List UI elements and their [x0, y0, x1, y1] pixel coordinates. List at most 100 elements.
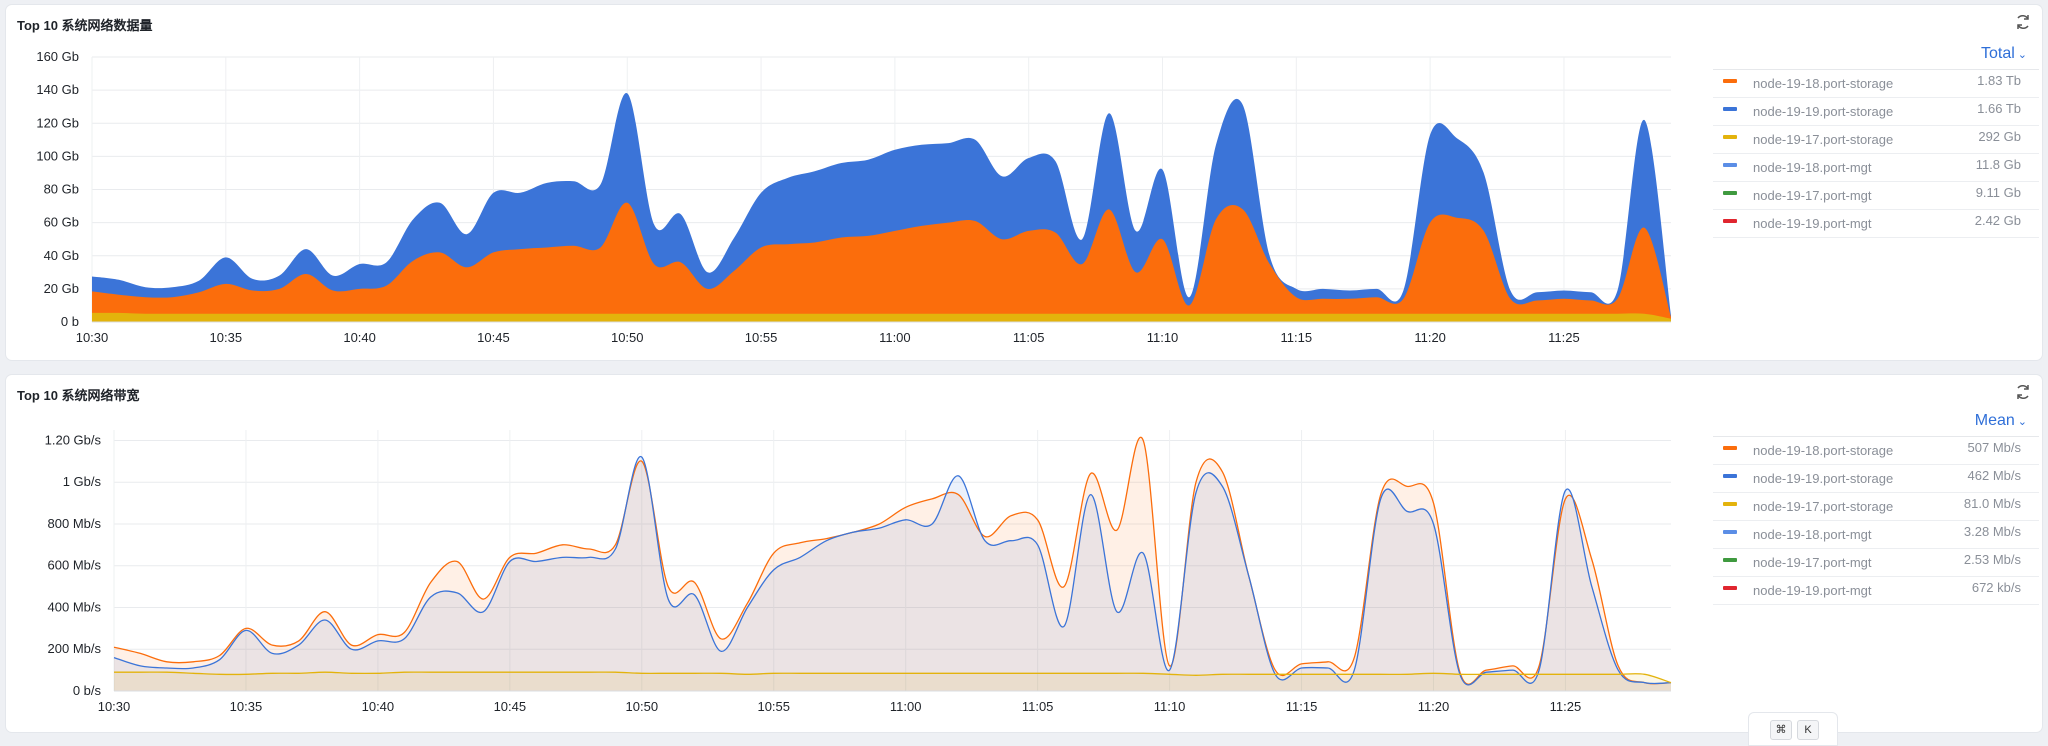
x-tick-label: 10:50 — [611, 330, 644, 345]
legend-series-name: node-19-18.port-mgt — [1753, 160, 1872, 175]
legend-item[interactable]: node-19-17.port-mgt 2.53 Mb/s — [1713, 549, 2039, 577]
y-tick-label: 800 Mb/s — [48, 516, 102, 531]
y-tick-label: 120 Gb — [36, 115, 79, 130]
legend-series-name: node-19-17.port-mgt — [1753, 555, 1872, 570]
area-series — [114, 672, 1671, 691]
legend-series-name: node-19-17.port-storage — [1753, 499, 1894, 514]
legend-aggregation-select[interactable]: Mean ⌄ — [1974, 412, 2027, 429]
command-palette-hint[interactable]: ⌘ K — [1748, 712, 1838, 746]
line-series — [114, 671, 1672, 684]
legend-swatch — [1723, 219, 1737, 223]
x-tick-label: 11:25 — [1550, 699, 1582, 714]
area-series — [114, 456, 1671, 691]
x-tick-label: 10:30 — [76, 330, 109, 345]
legend-series-value: 1.83 Tb — [1977, 73, 2021, 88]
x-tick-label: 11:05 — [1013, 330, 1045, 345]
legend-swatch — [1723, 135, 1737, 139]
legend-swatch — [1723, 79, 1737, 83]
y-tick-label: 80 Gb — [44, 182, 79, 197]
k-key: K — [1797, 720, 1819, 740]
legend-series-name: node-19-19.port-mgt — [1753, 583, 1872, 598]
y-tick-label: 40 Gb — [44, 248, 79, 263]
legend: Mean ⌄ node-19-18.port-storage 507 Mb/s nod… — [1713, 406, 2039, 605]
network-bandwidth-chart: 0 b/s 200 Mb/s 400 Mb/s 600 Mb/s 800 Mb/s 1 G… — [45, 430, 1672, 714]
legend-item[interactable]: node-19-17.port-storage 292 Gb — [1713, 126, 2039, 154]
x-tick-label: 10:40 — [343, 330, 376, 345]
legend-item[interactable]: node-19-19.port-storage 462 Mb/s — [1713, 465, 2039, 493]
x-tick-label: 11:00 — [879, 330, 911, 345]
legend-item[interactable]: node-19-18.port-mgt 3.28 Mb/s — [1713, 521, 2039, 549]
chevron-down-icon: ⌄ — [2017, 49, 2027, 61]
legend-item[interactable]: node-19-19.port-mgt 2.42 Gb — [1713, 210, 2039, 238]
legend-series-name: node-19-17.port-mgt — [1753, 188, 1872, 203]
legend-series-value: 462 Mb/s — [1967, 468, 2021, 483]
x-tick-label: 10:45 — [477, 330, 510, 345]
network-volume-panel: Top 10 系统网络数据量 0 b 20 Gb 40 Gb 60 Gb 80 Gb 10… — [6, 5, 2042, 360]
legend-series-name: node-19-17.port-storage — [1753, 132, 1894, 147]
legend-series-name: node-19-19.port-storage — [1753, 104, 1894, 119]
legend-swatch — [1723, 530, 1737, 534]
network-volume-chart: 0 b 20 Gb 40 Gb 60 Gb 80 Gb 100 Gb 120 Gb 140 G… — [36, 49, 1671, 345]
legend: Total ⌄ node-19-18.port-storage 1.83 Tb nod… — [1713, 39, 2039, 238]
x-tick-label: 11:05 — [1022, 699, 1054, 714]
legend-item[interactable]: node-19-17.port-storage 81.0 Mb/s — [1713, 493, 2039, 521]
x-tick-label: 11:10 — [1147, 330, 1179, 345]
legend-swatch — [1723, 586, 1737, 590]
y-tick-label: 0 b/s — [73, 683, 102, 698]
legend-series-name: node-19-18.port-mgt — [1753, 527, 1872, 542]
legend-swatch — [1723, 446, 1737, 450]
legend-item[interactable]: node-19-18.port-mgt 11.8 Gb — [1713, 154, 2039, 182]
legend-item[interactable]: node-19-18.port-storage 1.83 Tb — [1713, 70, 2039, 98]
y-tick-label: 140 Gb — [36, 82, 79, 97]
chevron-down-icon: ⌄ — [2017, 416, 2027, 428]
legend-swatch — [1723, 474, 1737, 478]
x-tick-label: 10:35 — [230, 699, 263, 714]
area-series — [114, 437, 1671, 691]
x-tick-label: 11:00 — [890, 699, 922, 714]
network-bandwidth-panel: Top 10 系统网络带宽 0 b/s 200 Mb/s 400 Mb/s 600 M… — [6, 375, 2042, 732]
legend-series-name: node-19-18.port-storage — [1753, 443, 1894, 458]
legend-series-value: 2.53 Mb/s — [1963, 552, 2021, 567]
legend-series-value: 2.42 Gb — [1974, 213, 2021, 228]
legend-swatch — [1723, 502, 1737, 506]
legend-series-value: 292 Gb — [1978, 129, 2021, 144]
refresh-icon[interactable] — [2014, 383, 2032, 401]
legend-swatch — [1723, 163, 1737, 167]
x-tick-label: 10:30 — [98, 699, 131, 714]
y-tick-label: 0 b — [61, 314, 79, 329]
refresh-icon[interactable] — [2014, 13, 2032, 31]
x-tick-label: 11:10 — [1154, 699, 1186, 714]
line-series — [113, 456, 1672, 686]
x-tick-label: 10:55 — [745, 330, 778, 345]
legend-item[interactable]: node-19-18.port-storage 507 Mb/s — [1713, 437, 2039, 465]
x-tick-label: 10:45 — [494, 699, 527, 714]
legend-series-name: node-19-19.port-storage — [1753, 471, 1894, 486]
y-tick-label: 160 Gb — [36, 49, 79, 64]
legend-swatch — [1723, 191, 1737, 195]
x-tick-label: 11:25 — [1548, 330, 1580, 345]
x-tick-label: 11:15 — [1286, 699, 1318, 714]
legend-item[interactable]: node-19-19.port-mgt 672 kb/s — [1713, 577, 2039, 605]
x-tick-label: 10:50 — [626, 699, 659, 714]
legend-aggregation-select[interactable]: Total ⌄ — [1980, 45, 2027, 62]
legend-series-value: 3.28 Mb/s — [1963, 524, 2021, 539]
legend-swatch — [1723, 558, 1737, 562]
area-series — [92, 202, 1671, 322]
x-tick-label: 10:55 — [757, 699, 790, 714]
y-tick-label: 400 Mb/s — [48, 599, 102, 614]
legend-series-value: 672 kb/s — [1971, 580, 2021, 595]
legend-item[interactable]: node-19-19.port-storage 1.66 Tb — [1713, 98, 2039, 126]
panel-title: Top 10 系统网络数据量 — [17, 18, 153, 33]
legend-series-value: 81.0 Mb/s — [1963, 496, 2021, 511]
legend-swatch — [1723, 107, 1737, 111]
y-tick-label: 200 Mb/s — [48, 641, 102, 656]
y-tick-label: 1 Gb/s — [63, 474, 102, 489]
y-tick-label: 60 Gb — [44, 215, 79, 230]
legend-item[interactable]: node-19-17.port-mgt 9.11 Gb — [1713, 182, 2039, 210]
line-series — [113, 436, 1672, 685]
legend-series-value: 11.8 Gb — [1975, 157, 2021, 172]
y-tick-label: 20 Gb — [44, 281, 79, 296]
legend-series-name: node-19-18.port-storage — [1753, 76, 1894, 91]
x-tick-label: 11:15 — [1281, 330, 1313, 345]
x-tick-label: 10:35 — [210, 330, 243, 345]
